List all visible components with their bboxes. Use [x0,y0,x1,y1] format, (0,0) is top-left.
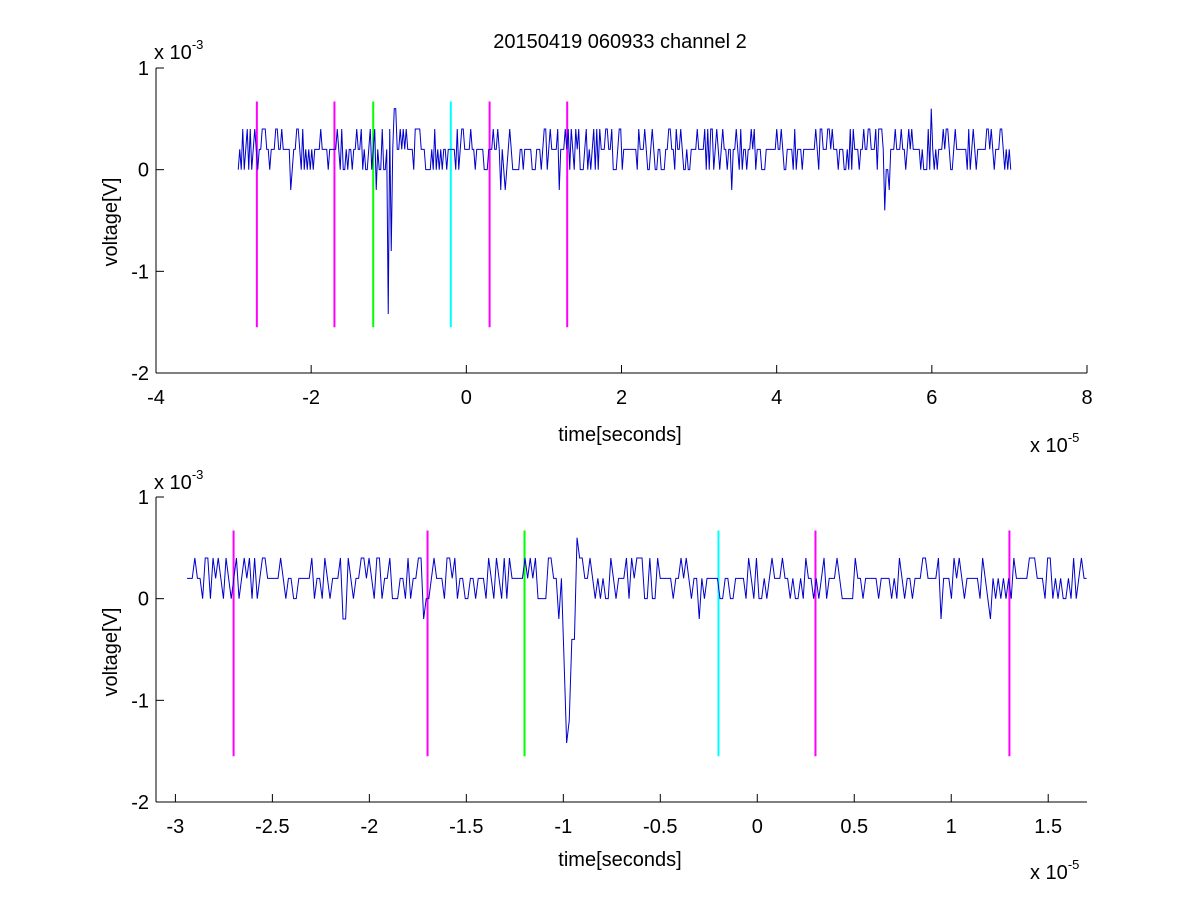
axes-bottom-xtick-label: 0.5 [840,816,868,838]
axes-bottom-markers [232,530,1011,757]
axes-top-xtick-label: -2 [302,387,320,409]
axes-top-xtick-label: 2 [616,387,627,409]
axes-top-xlabel: time[seconds] [558,424,681,446]
axes-bottom-xtick-label: -1.5 [449,816,483,838]
axes-bottom-xtick-label: 1.5 [1034,816,1062,838]
axes-bottom-xtick-label: 0 [752,816,763,838]
axes-bottom-xtick-label: -1 [554,816,572,838]
axes-top-ytick-label: -2 [131,363,149,385]
axes-top-y-mult-base: x 10 [154,42,192,64]
axes-top-x-mult-exp: -5 [1068,430,1080,445]
axes-bottom-xtick-label: -2.5 [255,816,289,838]
axes-top-ytick-label: 0 [138,160,149,182]
axes-bottom-xtick-label: -0.5 [643,816,677,838]
axes-top-x-mult-base: x 10 [1030,435,1068,457]
axes-bottom-x-multiplier: x 10-5 [1030,857,1079,884]
axes-top-xtick-label: 4 [771,387,782,409]
axes-bottom-y-multiplier: x 10-3 [154,467,203,494]
axes-bottom-xtick-label: -2 [360,816,378,838]
axes-bottom-xtick-label: 1 [946,816,957,838]
axes-top-xtick-label: 8 [1081,387,1092,409]
axes-bottom-x-mult-base: x 10 [1030,862,1068,884]
axes-top-xtick-label: 6 [926,387,937,409]
axes-bottom-ytick-label: 0 [138,589,149,611]
axes-top-xtick-label: 0 [461,387,472,409]
axes-bottom-signal-line [187,537,1087,744]
axes-top-frame [155,68,1087,374]
axes-bottom-ytick-label: 1 [138,487,149,509]
axes-top-y-multiplier: x 10-3 [154,37,203,64]
axes-top-y-mult-exp: -3 [192,37,204,52]
axes-top-ylabel: voltage[V] [100,178,122,267]
axes-top-markers [255,101,569,328]
axes-bottom-y-mult-exp: -3 [192,467,204,482]
axes-bottom-series [187,537,1087,744]
axes-top-ticks: -4 -2 0 2 4 6 8-2-101 [131,58,1092,409]
axes-bottom-ticks: -3 -2.5 -2 -1.5 -1 -0.5 0 0.5 1 1.5 -2 -1 0 1 [131,487,1062,838]
figure-title: 20150419 060933 channel 2 [493,31,747,53]
axes-bottom: -3 -2.5 -2 -1.5 -1 -0.5 0 0.5 1 1.5 -2 -1 0 1 time[se… [100,467,1087,884]
axes-bottom-x-mult-exp: -5 [1068,857,1080,872]
axes-bottom-xtick-label: -3 [166,816,184,838]
axes-top-xtick-label: -4 [147,387,165,409]
axes-bottom-ytick-label: -2 [131,792,149,814]
axes-top-x-multiplier: x 10-5 [1030,430,1079,457]
axes-top-ytick-label: -1 [131,261,149,283]
axes-bottom-xlabel: time[seconds] [558,849,681,871]
axes-bottom-frame [155,497,1087,803]
axes-top-series [237,108,1012,315]
axes-bottom-y-mult-base: x 10 [154,472,192,494]
axes-top: -4 -2 0 2 4 6 8-2-101 time[seconds] voltage[V]… [100,37,1093,457]
axes-bottom-ylabel: voltage[V] [100,608,122,697]
axes-top-signal-line [237,108,1012,315]
axes-bottom-ytick-label: -1 [131,690,149,712]
axes-top-ytick-label: 1 [138,58,149,80]
